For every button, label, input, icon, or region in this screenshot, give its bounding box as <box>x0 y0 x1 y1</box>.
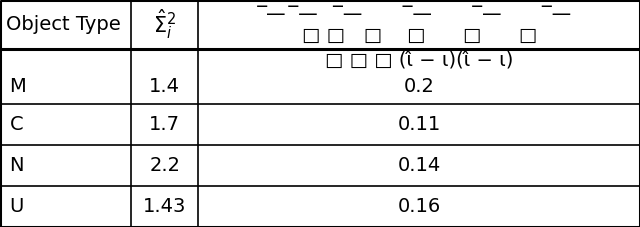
Text: 1.7: 1.7 <box>149 115 180 134</box>
Text: C: C <box>10 115 23 134</box>
Text: ̅—  ̅—    ̅—        ̅—        ̅—        ̅—: ̅— ̅— ̅— ̅— ̅— ̅— <box>267 5 572 24</box>
Text: U: U <box>10 197 24 216</box>
Text: 0.2: 0.2 <box>404 77 435 96</box>
Text: 2.2: 2.2 <box>149 156 180 175</box>
Text: N: N <box>10 156 24 175</box>
Text: □ □ □ (ι̂ − ι)(ι̂ − ι): □ □ □ (ι̂ − ι)(ι̂ − ι) <box>325 52 513 71</box>
Text: $\hat{\Sigma}_i^2$: $\hat{\Sigma}_i^2$ <box>153 7 177 41</box>
Text: M: M <box>10 77 26 96</box>
Text: 0.16: 0.16 <box>397 197 441 216</box>
Text: □ □   □    □      □      □: □ □ □ □ □ □ <box>301 26 537 45</box>
Text: 1.4: 1.4 <box>149 77 180 96</box>
Text: Object Type: Object Type <box>6 15 121 34</box>
Text: 0.11: 0.11 <box>397 115 441 134</box>
Text: 1.43: 1.43 <box>143 197 186 216</box>
Text: 0.14: 0.14 <box>397 156 441 175</box>
